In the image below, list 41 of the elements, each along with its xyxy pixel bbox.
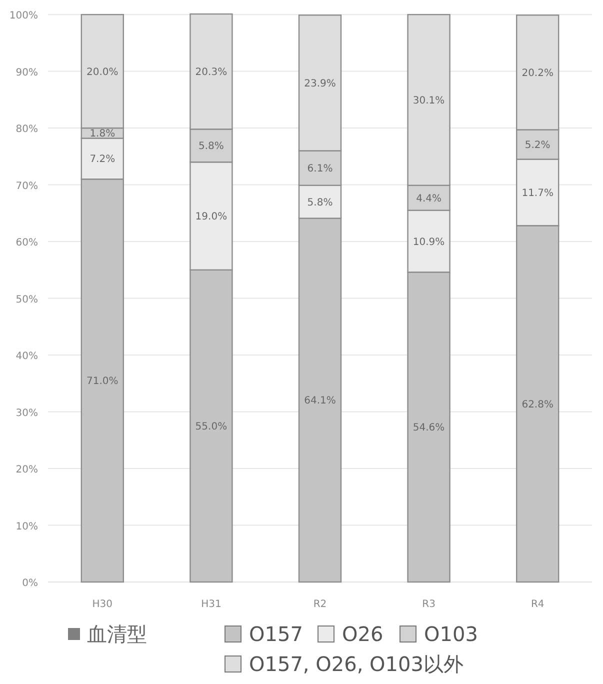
x-tick-label: R3 xyxy=(422,599,436,610)
data-label: 20.3% xyxy=(195,67,228,78)
y-tick-label: 70% xyxy=(16,180,38,192)
legend-label: O157 xyxy=(249,622,303,646)
y-tick-label: 50% xyxy=(16,294,38,306)
y-tick-label: 90% xyxy=(16,67,38,78)
y-tick-label: 40% xyxy=(16,351,38,362)
y-tick-label: 0% xyxy=(22,578,38,589)
data-label: 71.0% xyxy=(86,376,118,388)
y-tick-label: 100% xyxy=(9,10,38,22)
y-tick-label: 30% xyxy=(16,408,38,419)
data-label: 23.9% xyxy=(304,78,336,90)
legend-title: 血清型 xyxy=(87,622,147,646)
data-label: 6.1% xyxy=(307,164,333,175)
data-label: 55.0% xyxy=(195,421,228,432)
y-tick-label: 60% xyxy=(16,238,38,249)
x-tick-label: R2 xyxy=(313,599,327,610)
legend-label: O157, O26, O103以外 xyxy=(249,652,464,676)
y-tick-label: 20% xyxy=(16,464,38,476)
x-tick-label: H30 xyxy=(92,599,113,610)
data-label: 4.4% xyxy=(416,193,442,204)
legend-label: O103 xyxy=(424,622,478,646)
data-label: 64.1% xyxy=(304,396,336,407)
x-tick-label: R4 xyxy=(530,599,544,610)
data-label: 5.2% xyxy=(524,140,550,152)
data-label: 30.1% xyxy=(412,95,445,106)
data-label: 54.6% xyxy=(412,422,445,434)
data-label: 5.8% xyxy=(198,141,224,152)
y-tick-label: 10% xyxy=(16,521,38,532)
data-label: 7.2% xyxy=(90,154,116,166)
data-label: 20.2% xyxy=(522,68,554,79)
legend-label: O26 xyxy=(342,622,384,646)
x-tick-label: H31 xyxy=(201,599,222,610)
data-label: 20.0% xyxy=(86,66,118,78)
data-label: 1.8% xyxy=(90,128,116,140)
data-label: 5.8% xyxy=(307,197,333,208)
data-label: 10.9% xyxy=(412,236,445,248)
data-label: 11.7% xyxy=(522,188,554,199)
y-tick-label: 80% xyxy=(16,124,38,136)
data-label: 62.8% xyxy=(522,399,554,410)
data-label: 19.0% xyxy=(195,212,228,223)
